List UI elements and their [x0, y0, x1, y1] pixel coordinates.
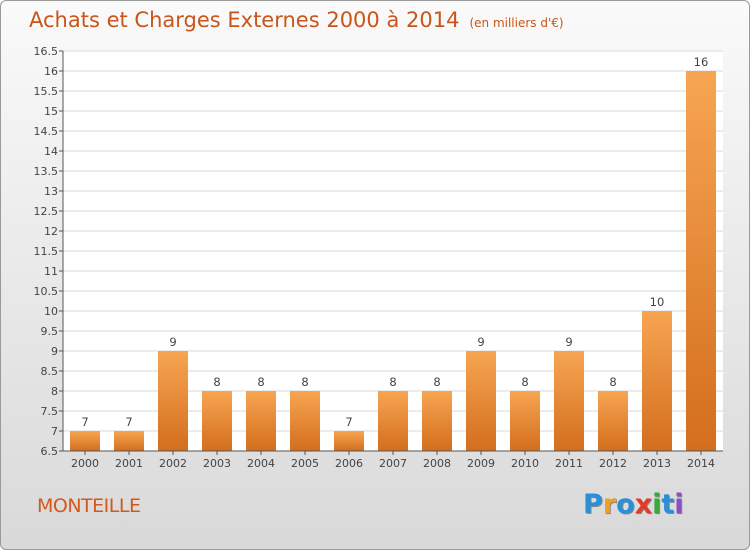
bar	[70, 431, 100, 451]
y-tick-label: 8.5	[41, 365, 59, 378]
bar-value-label: 7	[125, 415, 132, 429]
x-tick-label: 2014	[687, 457, 715, 470]
logo-letter: i	[674, 489, 683, 520]
bar-value-label: 8	[257, 375, 264, 389]
bar	[202, 391, 232, 451]
y-tick-label: 13.5	[34, 165, 59, 178]
chart-frame: Achats et Charges Externes 2000 à 2014 (e…	[0, 0, 750, 550]
bar	[158, 351, 188, 451]
y-tick-label: 13	[44, 185, 58, 198]
y-tick-label: 9	[51, 345, 58, 358]
y-tick-label: 8	[51, 385, 58, 398]
bar-value-label: 9	[169, 335, 176, 349]
y-tick-label: 16	[44, 65, 58, 78]
proxiti-logo: Proxiti	[583, 489, 684, 520]
bar	[686, 71, 716, 451]
bar	[554, 351, 584, 451]
bar-value-label: 7	[81, 415, 88, 429]
x-tick-label: 2012	[599, 457, 627, 470]
bar	[466, 351, 496, 451]
y-tick-label: 12.5	[34, 205, 59, 218]
logo-letter: o	[616, 489, 635, 520]
bar	[598, 391, 628, 451]
x-tick-label: 2005	[291, 457, 319, 470]
x-tick-label: 2009	[467, 457, 495, 470]
x-tick-label: 2008	[423, 457, 451, 470]
bar-value-label: 8	[213, 375, 220, 389]
y-tick-label: 15	[44, 105, 58, 118]
logo-letter: t	[661, 489, 674, 520]
logo-letter: P	[583, 489, 603, 520]
x-tick-label: 2004	[247, 457, 275, 470]
y-tick-label: 6.5	[41, 445, 59, 458]
bar	[422, 391, 452, 451]
bar-value-label: 7	[345, 415, 352, 429]
y-tick-label: 14.5	[34, 125, 59, 138]
bar	[114, 431, 144, 451]
y-tick-label: 15.5	[34, 85, 59, 98]
y-tick-label: 12	[44, 225, 58, 238]
x-tick-label: 2003	[203, 457, 231, 470]
bar-value-label: 8	[389, 375, 396, 389]
bar	[642, 311, 672, 451]
logo-letter: x	[635, 489, 652, 520]
bar	[246, 391, 276, 451]
x-tick-label: 2010	[511, 457, 539, 470]
x-tick-label: 2011	[555, 457, 583, 470]
bar-value-label: 8	[433, 375, 440, 389]
bar-value-label: 9	[565, 335, 572, 349]
bar	[378, 391, 408, 451]
x-tick-label: 2000	[71, 457, 99, 470]
x-tick-label: 2007	[379, 457, 407, 470]
bar	[290, 391, 320, 451]
commune-name: MONTEILLE	[37, 495, 140, 517]
logo-letter: i	[652, 489, 661, 520]
y-tick-label: 10	[44, 305, 58, 318]
y-tick-label: 10.5	[34, 285, 59, 298]
bar-value-label: 9	[477, 335, 484, 349]
y-tick-label: 11	[44, 265, 58, 278]
bar-value-label: 8	[521, 375, 528, 389]
bar-value-label: 16	[694, 55, 709, 69]
logo-letter: r	[603, 489, 616, 520]
y-tick-label: 7	[51, 425, 58, 438]
y-tick-label: 14	[44, 145, 58, 158]
bar	[510, 391, 540, 451]
x-tick-label: 2001	[115, 457, 143, 470]
y-tick-label: 7.5	[41, 405, 59, 418]
x-tick-label: 2002	[159, 457, 187, 470]
bar-value-label: 10	[650, 295, 665, 309]
bar-value-label: 8	[609, 375, 616, 389]
y-tick-label: 16.5	[34, 45, 59, 58]
bar-value-label: 8	[301, 375, 308, 389]
y-tick-label: 11.5	[34, 245, 59, 258]
bar	[334, 431, 364, 451]
x-tick-label: 2006	[335, 457, 363, 470]
bar-chart: 6.5 7 7.5 8 8.5 9 9.5 10 10.5 11 11.5 12 12.5 13 13.5 1…	[1, 1, 750, 550]
x-tick-label: 2013	[643, 457, 671, 470]
y-tick-label: 9.5	[41, 325, 59, 338]
